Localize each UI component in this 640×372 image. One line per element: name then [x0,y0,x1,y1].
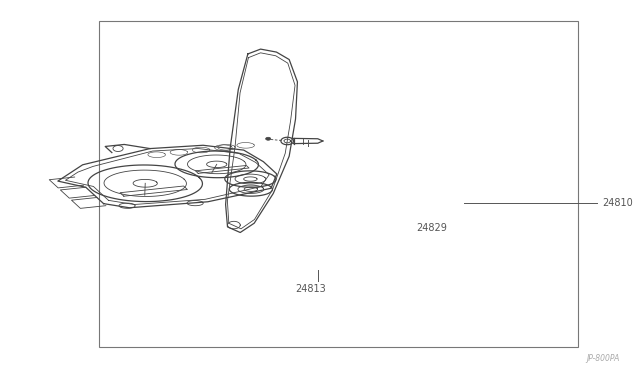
Text: 24813: 24813 [296,284,326,294]
Text: 24829: 24829 [416,223,447,232]
Circle shape [266,137,271,140]
Text: 24810: 24810 [602,198,632,208]
Bar [99,21,579,347]
Text: JP-800PA: JP-800PA [586,354,620,363]
